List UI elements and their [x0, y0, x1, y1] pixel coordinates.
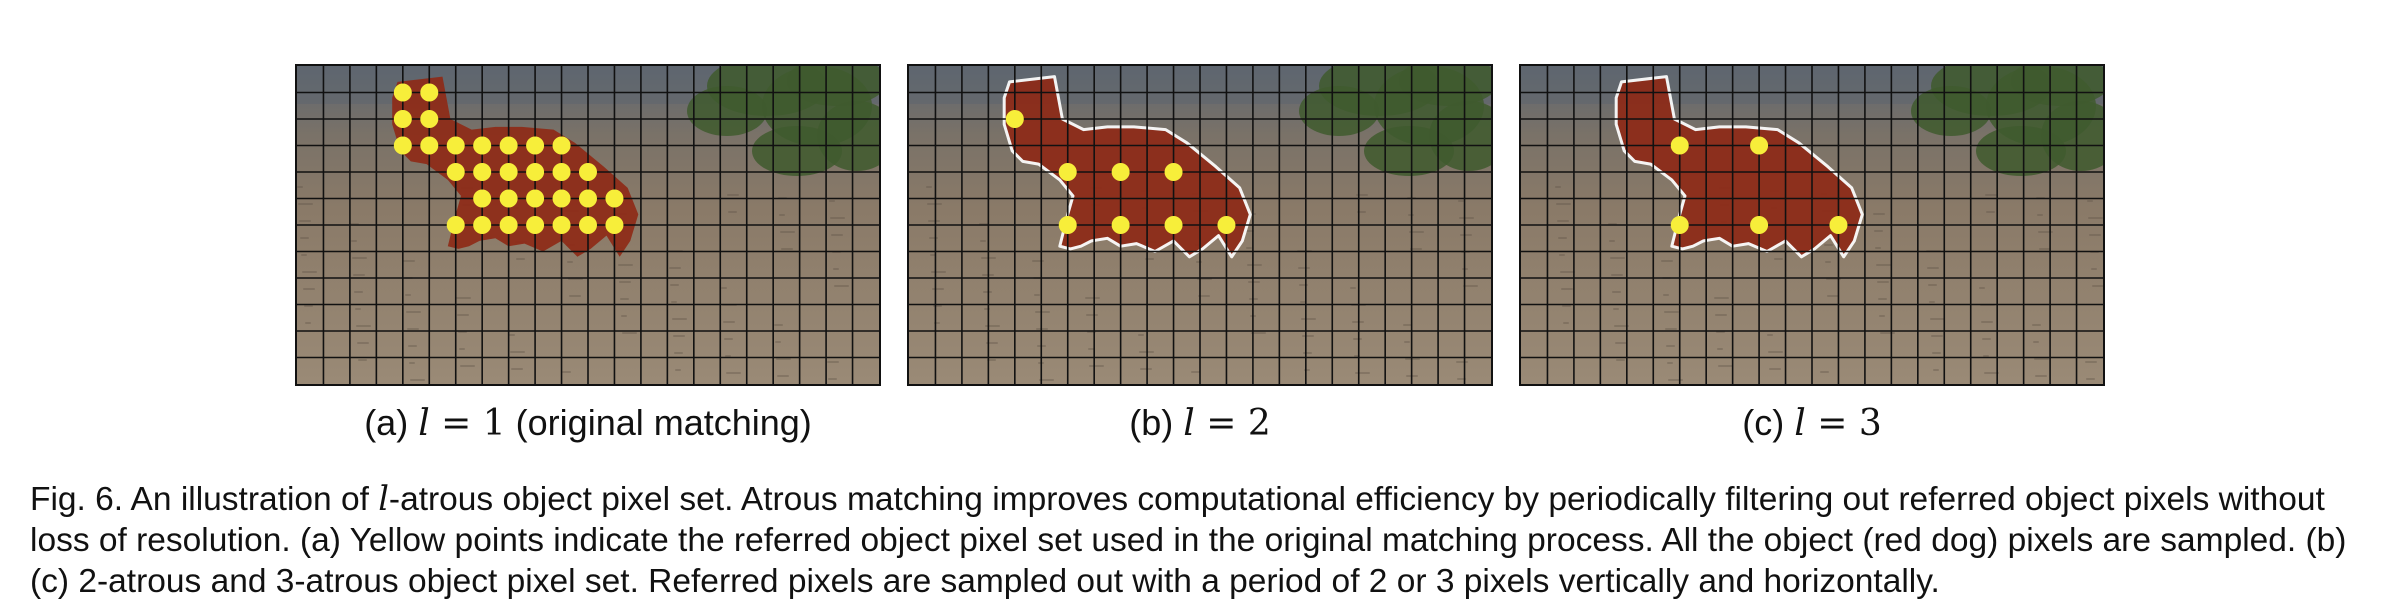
sampled-point — [473, 163, 492, 181]
sampled-point — [1058, 216, 1077, 234]
sampled-point — [579, 189, 597, 208]
panel-c-image — [1519, 64, 2105, 386]
panel-b-svg — [909, 66, 1491, 384]
sampled-point — [393, 83, 412, 102]
sampled-points — [393, 83, 624, 234]
sampled-point — [526, 216, 545, 234]
sampled-point — [605, 189, 624, 208]
sampled-point — [393, 136, 412, 155]
background-texture — [1555, 186, 2103, 381]
background-texture — [297, 186, 849, 381]
panel-b-label-var: l — [1183, 403, 1195, 444]
sampled-point — [1164, 216, 1183, 234]
caption-part-1: Fig. 6. An illustration of — [30, 481, 379, 518]
panel-b-label-math: l = 2 — [1183, 403, 1270, 444]
sampled-point — [420, 110, 439, 128]
panel-c-label-math: l = 3 — [1794, 403, 1881, 444]
sampled-point — [420, 136, 439, 155]
panel-c-label-var: l — [1794, 403, 1806, 444]
sampled-point — [420, 83, 439, 102]
panel-c-label: (c) l = 3 — [1519, 400, 2105, 447]
panel-a-label-math: l = 1 — [418, 403, 505, 444]
sampled-point — [393, 110, 412, 128]
sampled-point — [1750, 216, 1769, 234]
sampled-point — [499, 216, 518, 234]
panel-a-label: (a) l = 1 (original matching) — [295, 400, 881, 447]
panel-b-label-eq: = 2 — [1194, 403, 1271, 444]
sampled-point — [526, 163, 545, 181]
sampled-point — [473, 136, 492, 155]
sampled-point — [499, 163, 518, 181]
sampled-point — [473, 216, 492, 234]
panel-c-label-prefix: (c) — [1742, 402, 1795, 443]
sampled-point — [552, 189, 571, 208]
sampled-point — [552, 163, 571, 181]
pixel-grid — [1521, 66, 2103, 384]
sampled-point — [1217, 216, 1236, 234]
sampled-point — [579, 163, 597, 181]
sampled-point — [552, 136, 571, 155]
panel-c-label-eq: = 3 — [1805, 403, 1882, 444]
panel-a-label-suffix: (original matching) — [505, 402, 812, 443]
sampled-point — [499, 136, 518, 155]
sampled-point — [1111, 216, 1130, 234]
sampled-point — [552, 216, 571, 234]
sampled-point — [446, 216, 465, 234]
sampled-point — [526, 136, 545, 155]
sampled-point — [1164, 163, 1183, 181]
sampled-point — [1670, 136, 1689, 155]
sampled-point — [1750, 136, 1769, 155]
sampled-point — [1670, 216, 1689, 234]
panel-b-image — [907, 64, 1493, 386]
panel-b-label-prefix: (b) — [1129, 402, 1184, 443]
sampled-point — [473, 189, 492, 208]
sampled-point — [526, 189, 545, 208]
panel-a-svg — [297, 66, 879, 384]
panel-a-image — [295, 64, 881, 386]
sampled-point — [446, 163, 465, 181]
sampled-point — [1111, 163, 1130, 181]
panel-c-svg — [1521, 66, 2103, 384]
sampled-point — [1005, 110, 1024, 128]
sampled-points — [1005, 110, 1236, 234]
sampled-point — [1058, 163, 1077, 181]
sampled-point — [446, 136, 465, 155]
sampled-point — [605, 216, 624, 234]
panel-a-label-var: l — [418, 403, 430, 444]
sampled-points — [1670, 136, 1848, 234]
sampled-point — [579, 216, 597, 234]
sampled-point — [499, 189, 518, 208]
panel-a-label-prefix: (a) — [364, 402, 419, 443]
sampled-point — [1829, 216, 1848, 234]
caption-part-2: -atrous object pixel set. Atrous matchin… — [30, 481, 2347, 600]
caption-math-var: l — [378, 479, 389, 518]
panel-a-label-eq: = 1 — [429, 403, 506, 444]
panel-b-label: (b) l = 2 — [907, 400, 1493, 447]
figure-caption: Fig. 6. An illustration of l-atrous obje… — [30, 478, 2380, 602]
